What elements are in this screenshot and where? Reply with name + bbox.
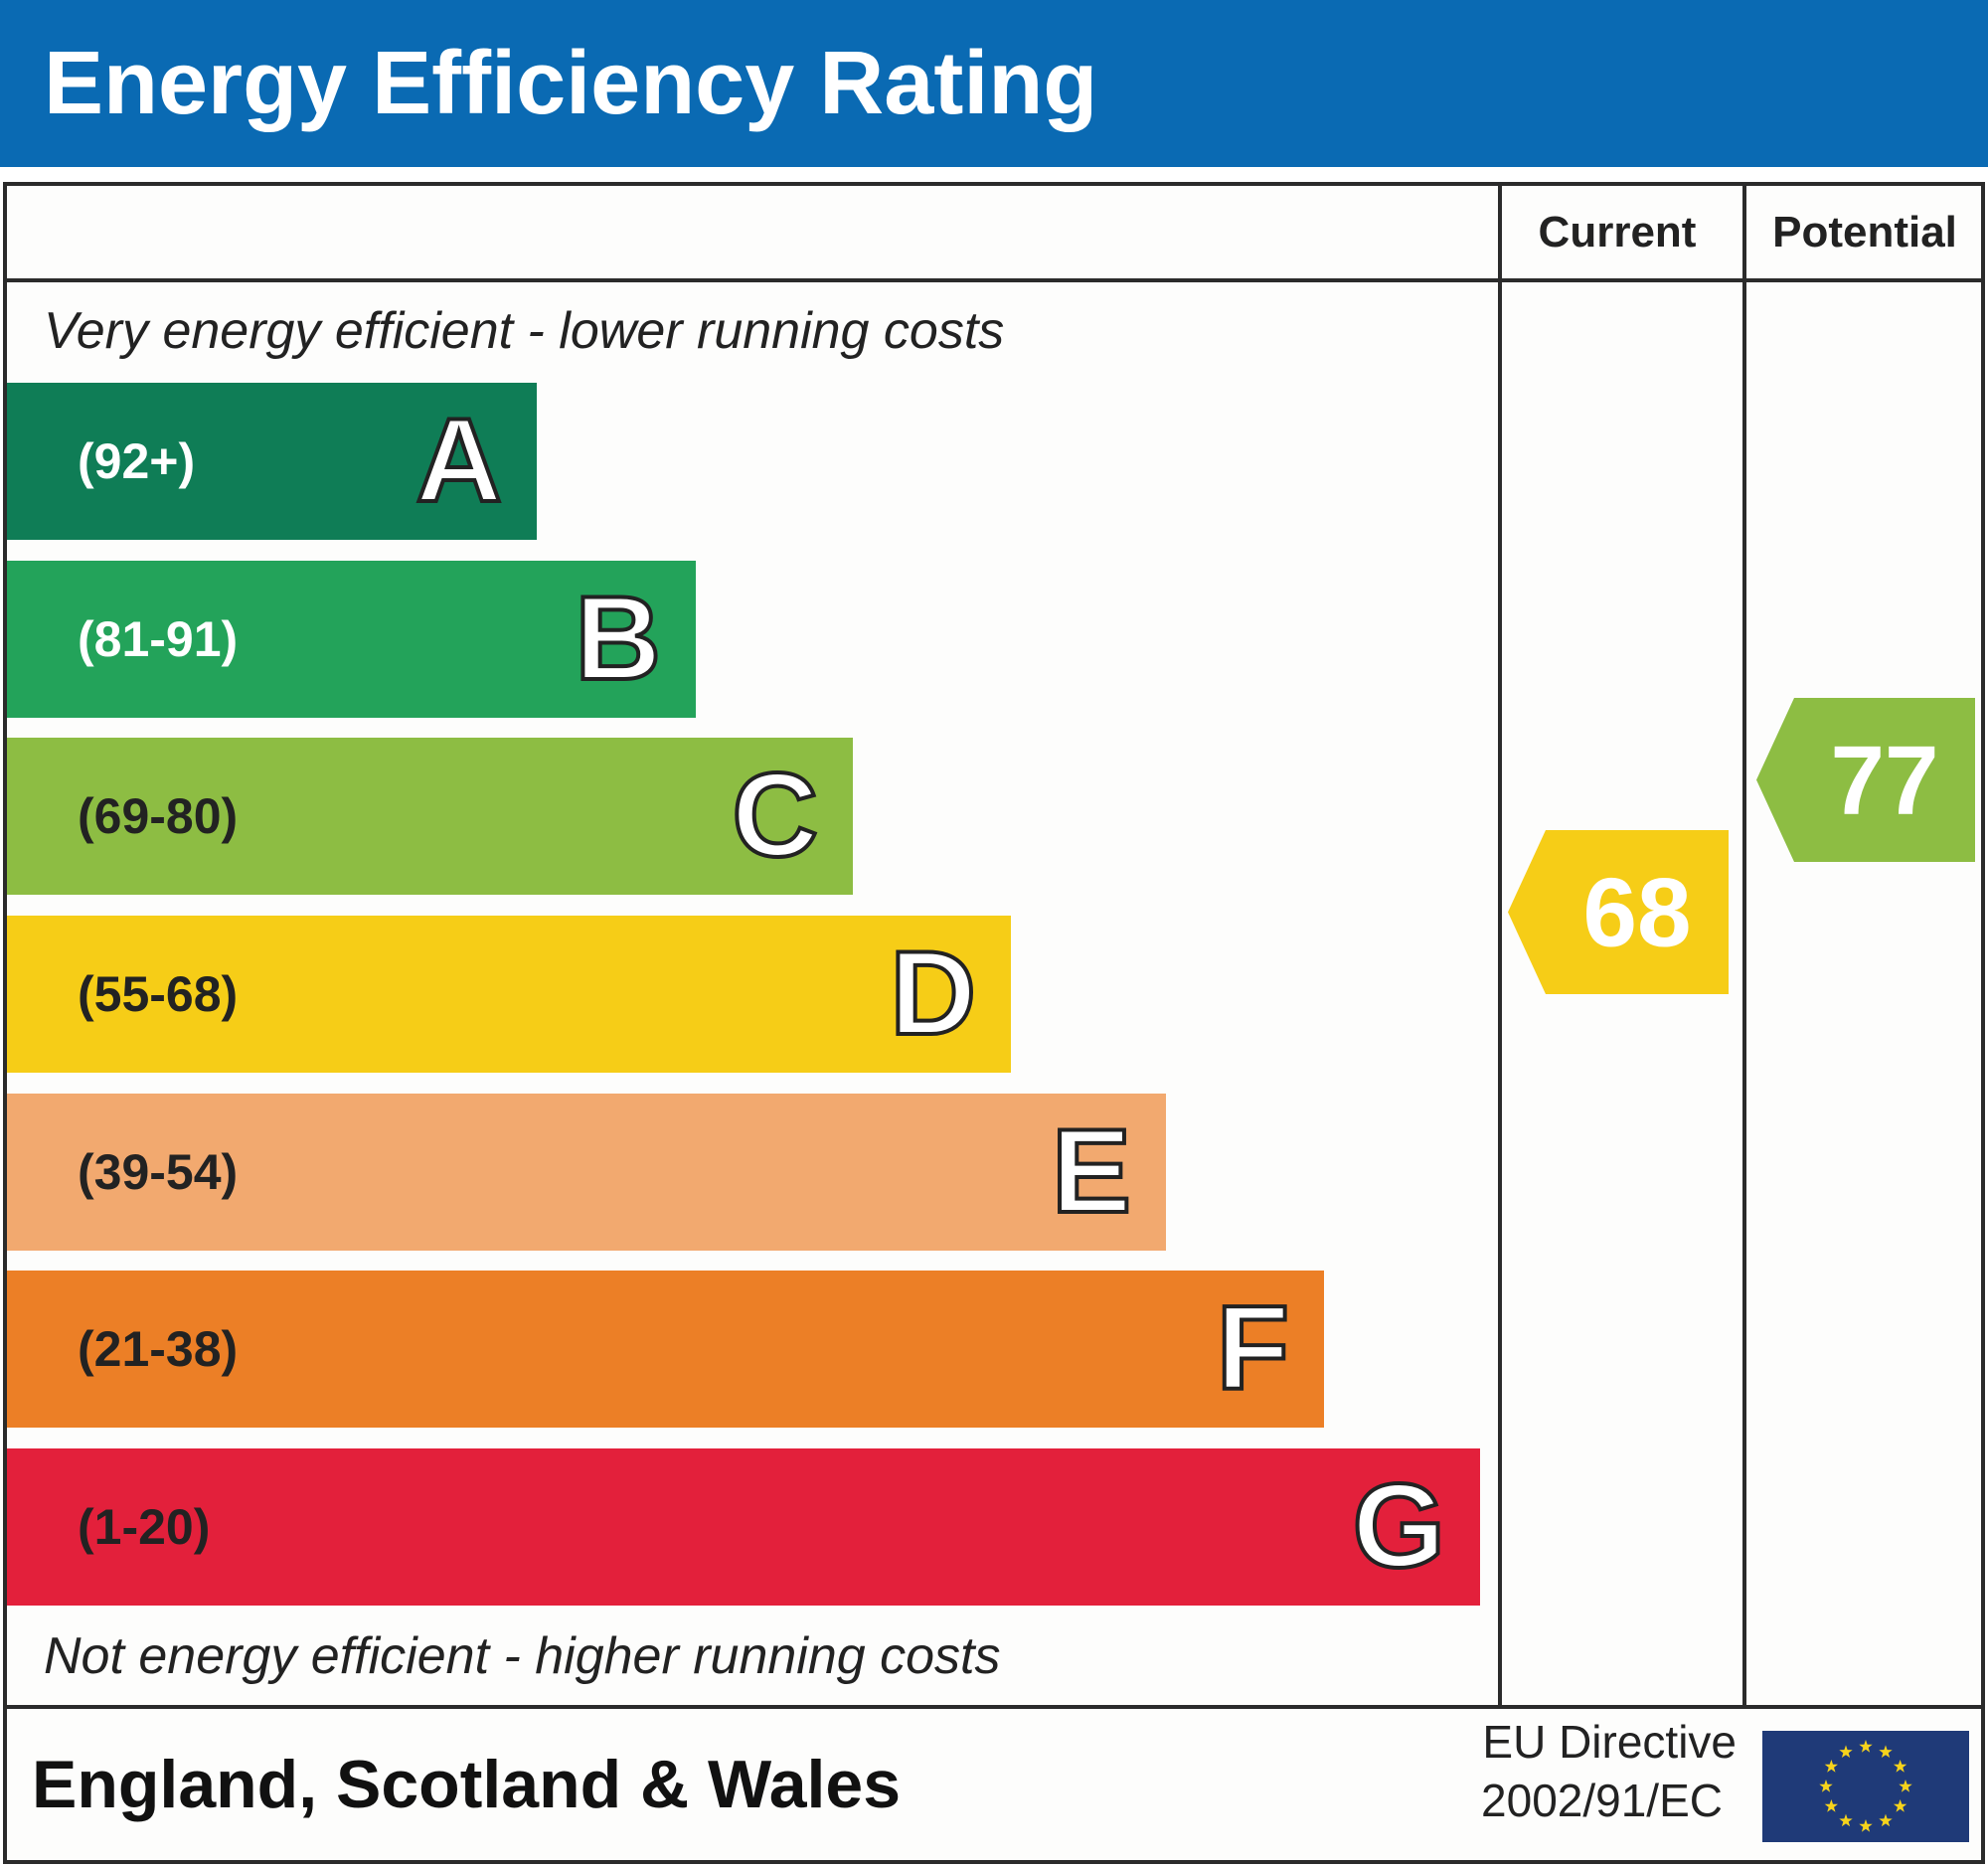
directive-line-2: 2002/91/EC [1481, 1775, 1723, 1826]
band-bar [7, 1094, 1166, 1251]
eu-star-icon [1894, 1760, 1907, 1773]
band-letter: G [1353, 1459, 1445, 1593]
band-bar [7, 738, 853, 895]
eu-star-icon [1859, 1819, 1873, 1832]
band-e: (39-54) E [7, 1094, 1166, 1251]
band-b: (81-91) B [7, 561, 696, 718]
eu-star-icon [1894, 1799, 1907, 1812]
band-f: (21-38) F [7, 1271, 1324, 1428]
eu-star-icon [1824, 1799, 1838, 1812]
band-range: (92+) [78, 433, 195, 489]
eu-star-icon [1899, 1780, 1912, 1792]
band-letter: D [890, 927, 976, 1060]
eu-star-icon [1859, 1740, 1873, 1753]
band-letter: F [1217, 1281, 1289, 1415]
current-column-header: Current [1539, 208, 1697, 256]
band-d: (55-68) D [7, 916, 1011, 1073]
band-range: (21-38) [78, 1321, 238, 1377]
band-g: (1-20) G [7, 1448, 1480, 1606]
bottom-note: Not energy efficient - higher running co… [44, 1627, 1001, 1685]
band-letter: E [1052, 1104, 1131, 1238]
band-bar [7, 916, 1011, 1073]
current-rating-value: 68 [1582, 858, 1691, 967]
eu-star-icon [1824, 1760, 1838, 1773]
band-range: (1-20) [78, 1499, 210, 1555]
potential-rating-arrow [1756, 698, 1975, 862]
eu-star-icon [1879, 1813, 1893, 1827]
eu-star-icon [1879, 1745, 1893, 1758]
band-range: (69-80) [78, 788, 238, 844]
page-title: Energy Efficiency Rating [44, 34, 1097, 133]
band-letter: A [415, 394, 502, 527]
band-letter: B [575, 572, 661, 705]
potential-rating-value: 77 [1830, 726, 1938, 835]
region-label: England, Scotland & Wales [32, 1747, 901, 1822]
eu-flag-icon [1762, 1731, 1969, 1842]
current-rating-arrow [1508, 830, 1729, 994]
current-rating: 68 [1508, 830, 1729, 994]
band-bar [7, 561, 696, 718]
band-bar [7, 383, 537, 540]
band-range: (81-91) [78, 611, 238, 667]
band-range: (55-68) [78, 966, 238, 1022]
potential-rating: 77 [1756, 698, 1975, 862]
top-note: Very energy efficient - lower running co… [44, 302, 1004, 360]
band-bar [7, 1271, 1324, 1428]
eu-star-icon [1819, 1780, 1833, 1792]
band-letter: C [732, 749, 818, 882]
rating-bands: (92+) A (81-91) B (69-80) C (55-68) D (39-54) E (2… [7, 383, 1480, 1606]
directive-line-1: EU Directive [1482, 1716, 1737, 1768]
band-c: (69-80) C [7, 738, 853, 895]
header-bar [0, 0, 1988, 167]
rating-indicators: 68 77 [1508, 698, 1975, 994]
band-range: (39-54) [78, 1144, 238, 1200]
eu-star-icon [1839, 1745, 1853, 1758]
potential-column-header: Potential [1772, 208, 1957, 256]
band-bar [7, 1448, 1480, 1606]
eu-star-icon [1839, 1813, 1853, 1827]
band-a: (92+) A [7, 383, 537, 540]
